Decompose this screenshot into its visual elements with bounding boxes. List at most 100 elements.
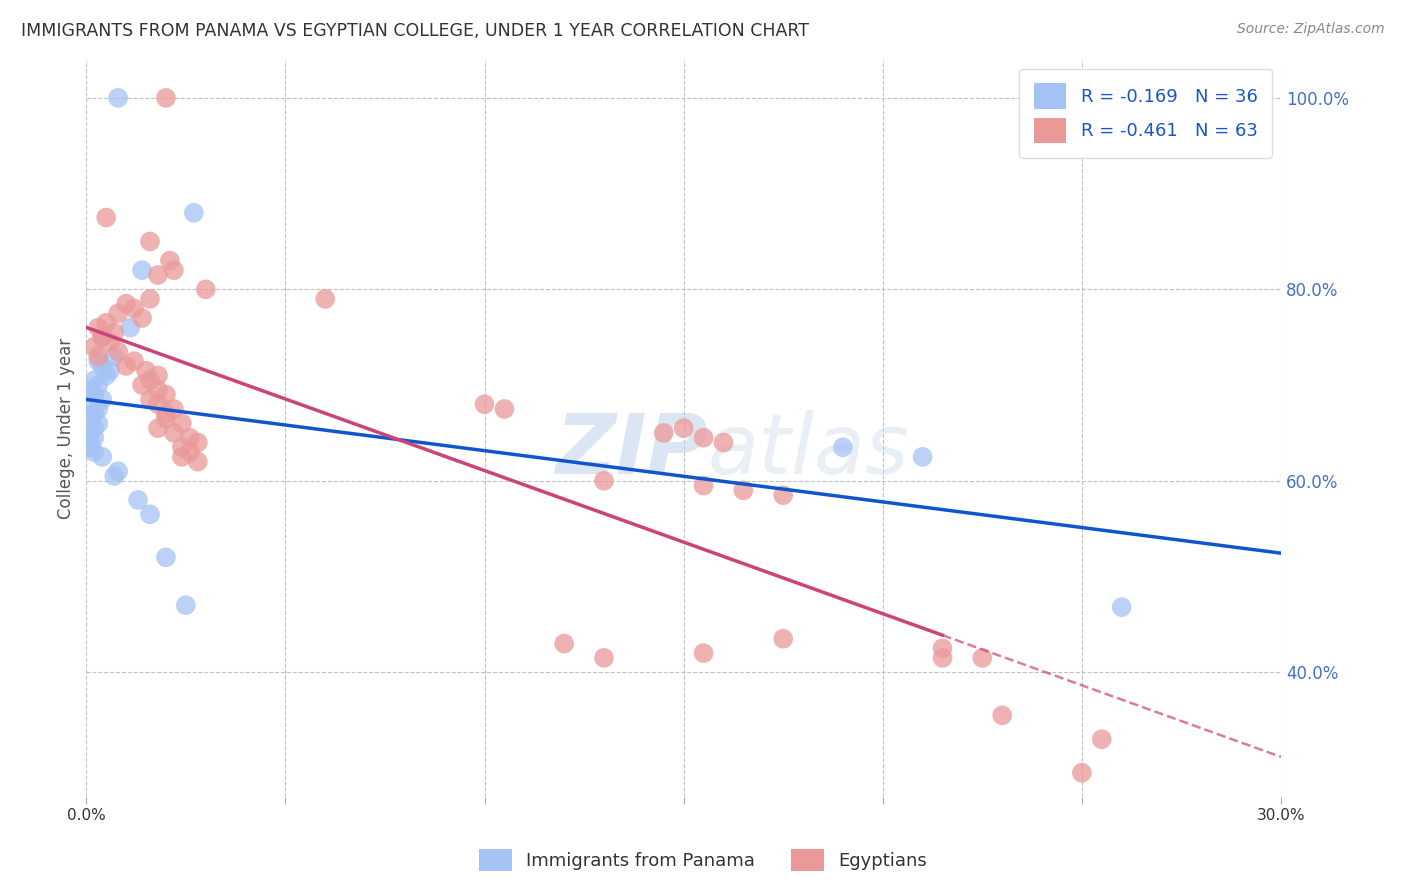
Text: ZIP: ZIP [555, 409, 707, 491]
Point [107, 344, 129, 359]
Point [163, 402, 186, 417]
Point [122, 354, 145, 368]
Point [139, 292, 162, 306]
Point [83, 431, 105, 445]
Text: IMMIGRANTS FROM PANAMA VS EGYPTIAN COLLEGE, UNDER 1 YEAR CORRELATION CHART: IMMIGRANTS FROM PANAMA VS EGYPTIAN COLLE… [21, 22, 808, 40]
Point [96, 211, 118, 225]
Point [713, 435, 735, 450]
Point [194, 282, 217, 296]
Point [692, 478, 714, 492]
Point [174, 599, 197, 613]
Point [87, 349, 110, 363]
Point [170, 440, 193, 454]
Point [79, 425, 101, 440]
Point [87, 320, 110, 334]
Point [131, 263, 153, 277]
Point [131, 378, 153, 392]
Point [187, 455, 209, 469]
Point [155, 411, 177, 425]
Text: atlas: atlas [707, 409, 910, 491]
Point [155, 407, 177, 421]
Point [155, 387, 177, 401]
Point [146, 383, 169, 397]
Point [139, 235, 162, 249]
Point [91, 450, 114, 464]
Point [115, 359, 138, 373]
Point [593, 651, 616, 665]
Point [1091, 732, 1114, 747]
Point [991, 708, 1014, 723]
Point [146, 397, 169, 411]
Point [146, 421, 169, 435]
Point [146, 368, 169, 383]
Point [474, 397, 496, 411]
Point [107, 306, 129, 320]
Point [314, 292, 336, 306]
Point [83, 421, 105, 435]
Point [79, 435, 101, 450]
Point [103, 326, 125, 340]
Point [1070, 765, 1092, 780]
Point [79, 440, 101, 454]
Point [170, 450, 193, 464]
Point [87, 402, 110, 417]
Point [79, 397, 101, 411]
Point [91, 392, 114, 407]
Point [155, 550, 177, 565]
Point [79, 383, 101, 397]
Point [733, 483, 755, 498]
Point [553, 636, 575, 650]
Point [83, 445, 105, 459]
Text: Source: ZipAtlas.com: Source: ZipAtlas.com [1237, 22, 1385, 37]
Point [163, 263, 186, 277]
Point [183, 206, 205, 220]
Point [127, 492, 149, 507]
Point [772, 632, 794, 646]
Point [692, 646, 714, 660]
Point [135, 364, 157, 378]
Point [83, 387, 105, 401]
Point [139, 392, 162, 407]
Point [91, 359, 114, 373]
Y-axis label: College, Under 1 year: College, Under 1 year [58, 337, 75, 519]
Point [931, 651, 953, 665]
Point [87, 417, 110, 431]
Point [179, 445, 201, 459]
Point [103, 349, 125, 363]
Legend: R = -0.169   N = 36, R = -0.461   N = 63: R = -0.169 N = 36, R = -0.461 N = 63 [1019, 69, 1272, 158]
Point [1111, 600, 1133, 615]
Point [146, 268, 169, 282]
Point [672, 421, 695, 435]
Point [159, 253, 181, 268]
Legend: Immigrants from Panama, Egyptians: Immigrants from Panama, Egyptians [472, 842, 934, 879]
Point [98, 334, 121, 349]
Point [972, 651, 994, 665]
Point [139, 373, 162, 387]
Point [96, 316, 118, 330]
Point [91, 330, 114, 344]
Point [122, 301, 145, 316]
Point [832, 440, 855, 454]
Point [120, 320, 142, 334]
Point [652, 425, 675, 440]
Point [79, 411, 101, 425]
Point [107, 91, 129, 105]
Point [87, 378, 110, 392]
Point [155, 91, 177, 105]
Point [593, 474, 616, 488]
Point [494, 402, 516, 417]
Point [170, 417, 193, 431]
Point [139, 508, 162, 522]
Point [87, 354, 110, 368]
Point [115, 296, 138, 310]
Point [91, 330, 114, 344]
Point [98, 364, 121, 378]
Point [179, 431, 201, 445]
Point [96, 368, 118, 383]
Point [163, 425, 186, 440]
Point [772, 488, 794, 502]
Point [911, 450, 934, 464]
Point [692, 431, 714, 445]
Point [131, 311, 153, 326]
Point [187, 435, 209, 450]
